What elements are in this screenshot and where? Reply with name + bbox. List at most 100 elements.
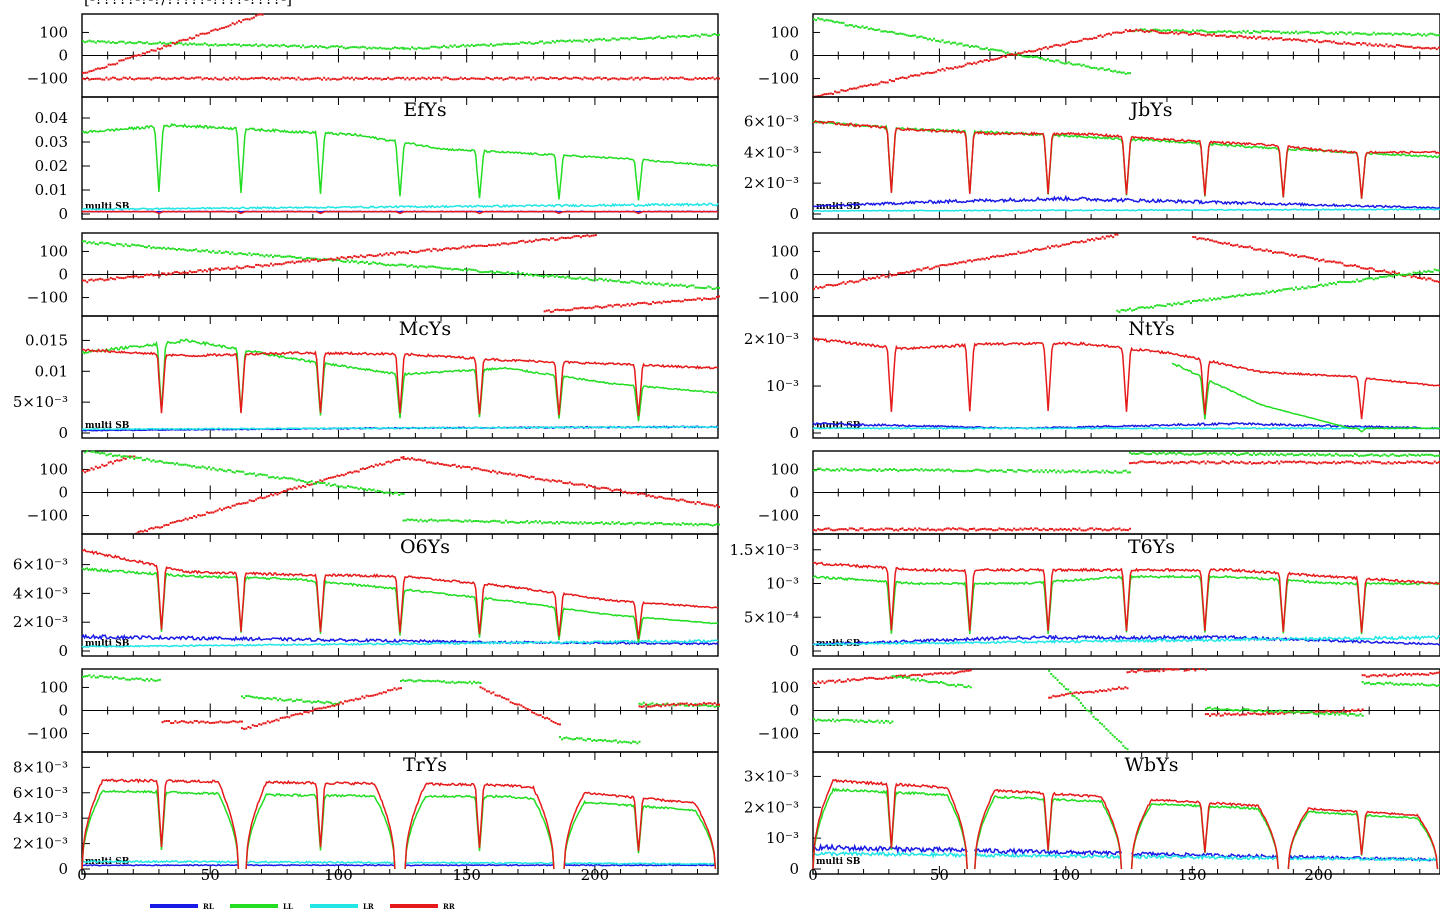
amp-panel-frame: [813, 97, 1440, 219]
phase-point: [560, 276, 562, 278]
phase-point: [133, 678, 135, 680]
phase-point: [1036, 56, 1038, 58]
phase-point: [345, 47, 347, 49]
phase-point: [1285, 711, 1287, 713]
phase-point: [202, 78, 204, 80]
phase-point: [1213, 240, 1215, 242]
phase-point: [853, 678, 855, 680]
phase-point: [1076, 529, 1078, 531]
phase-point: [170, 78, 172, 80]
phase-point: [1112, 32, 1114, 34]
phase-point: [1348, 461, 1350, 463]
phase-point: [283, 78, 285, 80]
phase-point: [616, 489, 618, 491]
phase-point: [838, 720, 840, 722]
phase-point: [1045, 469, 1047, 471]
phase-point: [120, 59, 122, 61]
phase-point: [684, 285, 686, 287]
phase-point: [1301, 461, 1303, 463]
phase-point: [1272, 38, 1274, 40]
phase-point: [1131, 462, 1133, 464]
phase-point: [537, 42, 539, 44]
phase-point: [1274, 452, 1276, 454]
phase-point: [935, 529, 937, 531]
phase-point: [1114, 736, 1116, 738]
phase-point: [944, 528, 946, 530]
phase-point: [878, 29, 880, 31]
phase-point: [368, 254, 370, 256]
phase-point: [1432, 279, 1434, 281]
phase-point: [300, 78, 302, 80]
phase-point: [944, 683, 946, 685]
phase-point: [1127, 529, 1129, 531]
phase-point: [210, 512, 212, 514]
phase-point: [321, 480, 323, 482]
phase-point: [872, 277, 874, 279]
phase-point: [1106, 235, 1108, 237]
phase-point: [714, 706, 716, 708]
phase-point: [120, 456, 122, 458]
phase-point: [714, 288, 716, 290]
phase-point: [296, 261, 298, 263]
phase-point: [330, 485, 332, 487]
phase-point: [349, 471, 351, 473]
phase-point: [1100, 528, 1102, 530]
phase-point: [86, 675, 88, 677]
phase-point: [244, 78, 246, 80]
phase-point: [287, 46, 289, 48]
phase-y-tick-label: 100: [770, 242, 799, 260]
phase-point: [641, 703, 643, 705]
phase-point: [666, 703, 668, 705]
phase-point: [975, 45, 977, 47]
phase-point: [411, 77, 413, 79]
phase-point: [110, 42, 112, 44]
phase-point: [424, 459, 426, 461]
phase-point: [276, 263, 278, 265]
phase-point: [366, 489, 368, 491]
phase-point: [954, 528, 956, 530]
phase-point: [1257, 36, 1259, 38]
phase-point: [1165, 30, 1167, 32]
phase-point: [189, 517, 191, 519]
phase-point: [1071, 693, 1073, 695]
phase-point: [379, 253, 381, 255]
phase-point: [707, 298, 709, 300]
phase-point: [296, 45, 298, 47]
phase-point: [301, 713, 303, 715]
phase-point: [161, 47, 163, 49]
phase-point: [278, 255, 280, 257]
phase-point: [629, 305, 631, 307]
phase-point: [986, 471, 988, 473]
phase-point: [118, 79, 120, 81]
phase-point: [1057, 695, 1059, 697]
phase-point: [1268, 292, 1270, 294]
phase-point: [304, 78, 306, 80]
phase-point: [889, 79, 891, 81]
phase-point: [1120, 741, 1122, 743]
phase-point: [1362, 715, 1364, 717]
phase-point: [524, 274, 526, 276]
phase-point: [671, 284, 673, 286]
phase-point: [381, 255, 383, 257]
phase-point: [135, 245, 137, 247]
phase-point: [210, 30, 212, 32]
phase-point: [1415, 272, 1417, 274]
phase-point: [174, 463, 176, 465]
phase-point: [586, 307, 588, 309]
phase-point: [1398, 674, 1400, 676]
phase-point: [547, 275, 549, 277]
phase-point: [298, 699, 300, 701]
phase-point: [552, 77, 554, 79]
phase-point: [253, 78, 255, 80]
phase-point: [1081, 471, 1083, 473]
phase-point: [953, 672, 955, 674]
phase-point: [949, 672, 951, 674]
phase-point: [447, 519, 449, 521]
phase-point: [1224, 34, 1226, 36]
phase-point: [118, 460, 120, 462]
phase-point: [1045, 59, 1047, 61]
phase-point: [1095, 237, 1097, 239]
phase-point: [146, 246, 148, 248]
phase-point: [368, 488, 370, 490]
phase-point: [982, 258, 984, 260]
